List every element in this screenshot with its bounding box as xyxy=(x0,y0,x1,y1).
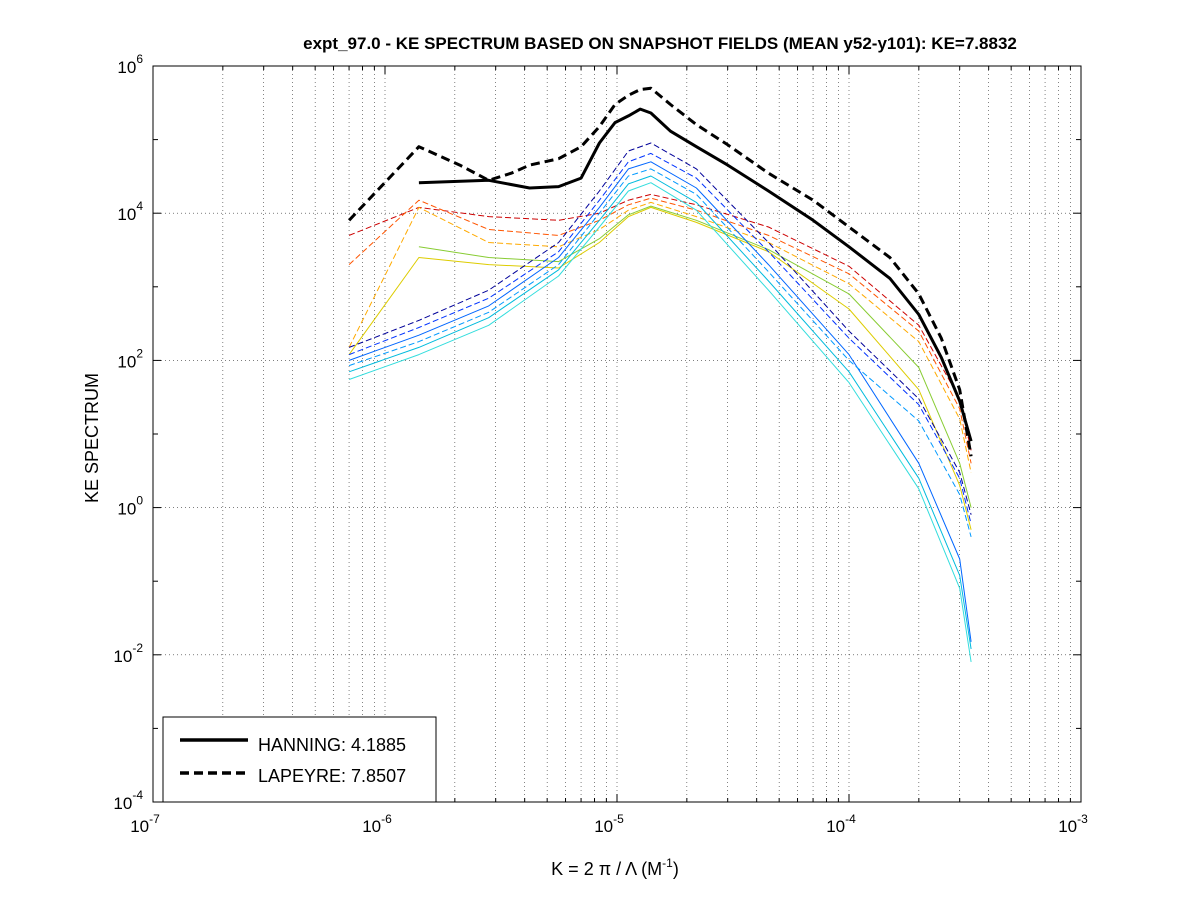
series-line-hanning xyxy=(418,107,973,442)
y-tick-label-base: 10 xyxy=(117,352,136,371)
x-tick-label: 10-5 xyxy=(594,812,624,836)
y-tick-label-base: 10 xyxy=(113,647,132,666)
x-tick-label-base: 10 xyxy=(130,817,149,836)
x-tick-label: 10-4 xyxy=(826,812,856,836)
x-axis-label-text: K = 2 π / Λ (M xyxy=(551,859,662,879)
chart-title: expt_97.0 - KE SPECTRUM BASED ON SNAPSHO… xyxy=(303,34,1017,53)
x-axis-label-close: ) xyxy=(673,859,679,879)
series-line-9 xyxy=(348,168,972,538)
y-tick-label: 106 xyxy=(117,52,143,77)
series-layer xyxy=(348,86,973,662)
x-tick-label-base: 10 xyxy=(826,817,845,836)
series-line-lapeyre xyxy=(348,86,973,457)
x-tick-label-exponent: -3 xyxy=(1077,812,1088,826)
y-tick-label: 10-4 xyxy=(113,788,143,813)
y-tick-label-exponent: 4 xyxy=(136,199,143,213)
series-line-4 xyxy=(348,206,972,530)
legend-box xyxy=(162,716,437,803)
series-line-8 xyxy=(348,161,972,642)
y-tick-label-exponent: 0 xyxy=(136,494,143,508)
x-tick-label: 10-3 xyxy=(1058,812,1088,836)
x-tick-label-base: 10 xyxy=(1058,817,1077,836)
x-tick-label: 10-6 xyxy=(362,812,392,836)
y-tick-label-base: 10 xyxy=(117,205,136,224)
y-tick-label-base: 10 xyxy=(117,58,136,77)
x-tick-label-base: 10 xyxy=(594,817,613,836)
x-tick-label-exponent: -4 xyxy=(845,812,856,826)
x-tick-label-base: 10 xyxy=(362,817,381,836)
y-axis-label: KE SPECTRUM xyxy=(82,373,102,503)
series-line-1 xyxy=(348,193,972,451)
series-line-10 xyxy=(348,175,972,650)
y-tick-label-exponent: -4 xyxy=(132,788,143,802)
series-line-6 xyxy=(348,142,972,515)
x-tick-label: 10-7 xyxy=(130,812,160,836)
x-tick-label-exponent: -7 xyxy=(149,812,160,826)
y-tick-label-base: 10 xyxy=(113,794,132,813)
y-tick-label: 100 xyxy=(117,494,143,519)
grid-lines xyxy=(153,66,1081,802)
series-line-5 xyxy=(418,205,972,508)
y-tick-label: 102 xyxy=(117,346,143,371)
y-tick-label-exponent: 2 xyxy=(136,346,143,360)
y-tick-label: 104 xyxy=(117,199,143,224)
y-tick-label-exponent: -2 xyxy=(132,641,143,655)
series-line-7 xyxy=(348,152,972,525)
series-line-3 xyxy=(348,201,972,473)
legend-label-lapeyre: LAPEYRE: 7.8507 xyxy=(258,766,406,786)
series-line-11 xyxy=(348,182,972,662)
x-tick-label-exponent: -5 xyxy=(613,812,624,826)
y-tick-label-exponent: 6 xyxy=(136,52,143,66)
x-axis-label-exponent: -1 xyxy=(662,856,673,870)
series-line-2 xyxy=(348,197,972,464)
x-tick-label-exponent: -6 xyxy=(381,812,392,826)
y-tick-label-base: 10 xyxy=(117,500,136,519)
legend-label-hanning: HANNING: 4.1885 xyxy=(258,735,406,755)
y-tick-label: 10-2 xyxy=(113,641,143,666)
legend: HANNING: 4.1885 LAPEYRE: 7.8507 xyxy=(162,716,437,803)
x-axis-label: K = 2 π / Λ (M-1) xyxy=(551,856,679,879)
